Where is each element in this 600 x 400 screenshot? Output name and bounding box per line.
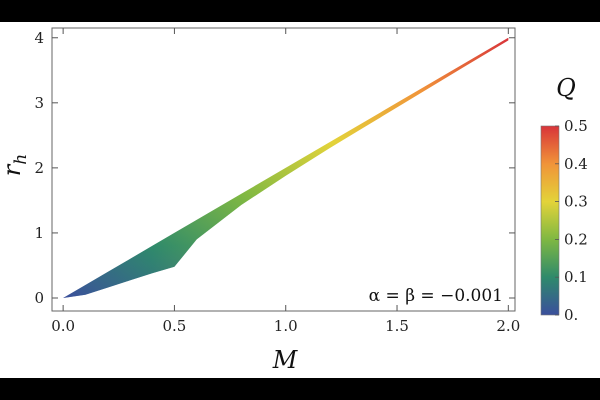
solution-band <box>63 37 509 299</box>
y-axis-title: rh <box>0 154 31 176</box>
colorbar-title: Q <box>556 74 576 102</box>
colorbar-tick-label: 0.1 <box>564 268 588 286</box>
y-ticks: 0 1 2 3 4 <box>34 29 515 307</box>
parameter-annotation: α = β = −0.001 <box>369 286 503 306</box>
colorbar-tick-label: 0.4 <box>564 155 588 173</box>
x-tick-label: 2.0 <box>496 317 520 335</box>
colorbar-tick-label: 0.5 <box>564 117 588 135</box>
colorbar-ticks: 0. 0.1 0.2 0.3 0.4 0.5 <box>555 117 588 324</box>
colorbar-tick-label: 0. <box>564 306 578 324</box>
x-tick-label: 1.0 <box>274 317 298 335</box>
band-shading <box>63 37 509 299</box>
y-tick-label: 0 <box>34 289 44 307</box>
colorbar <box>540 125 560 316</box>
letterbox-bottom <box>0 378 600 400</box>
x-axis-title: M <box>272 346 299 374</box>
y-axis-title-subscript: h <box>11 154 31 165</box>
colorbar-tick-label: 0.2 <box>564 230 588 248</box>
x-tick-label: 0.0 <box>51 317 75 335</box>
x-ticks: 0.0 0.5 1.0 1.5 2.0 <box>51 28 520 335</box>
x-tick-label: 1.5 <box>385 317 409 335</box>
y-axis-title-main: r <box>0 163 26 176</box>
y-tick-label: 2 <box>34 159 44 177</box>
letterbox-top <box>0 0 600 22</box>
y-tick-label: 4 <box>34 29 44 47</box>
x-tick-label: 0.5 <box>162 317 186 335</box>
colorbar-tick-label: 0.3 <box>564 193 588 211</box>
y-tick-label: 1 <box>34 224 44 242</box>
y-tick-label: 3 <box>34 94 44 112</box>
